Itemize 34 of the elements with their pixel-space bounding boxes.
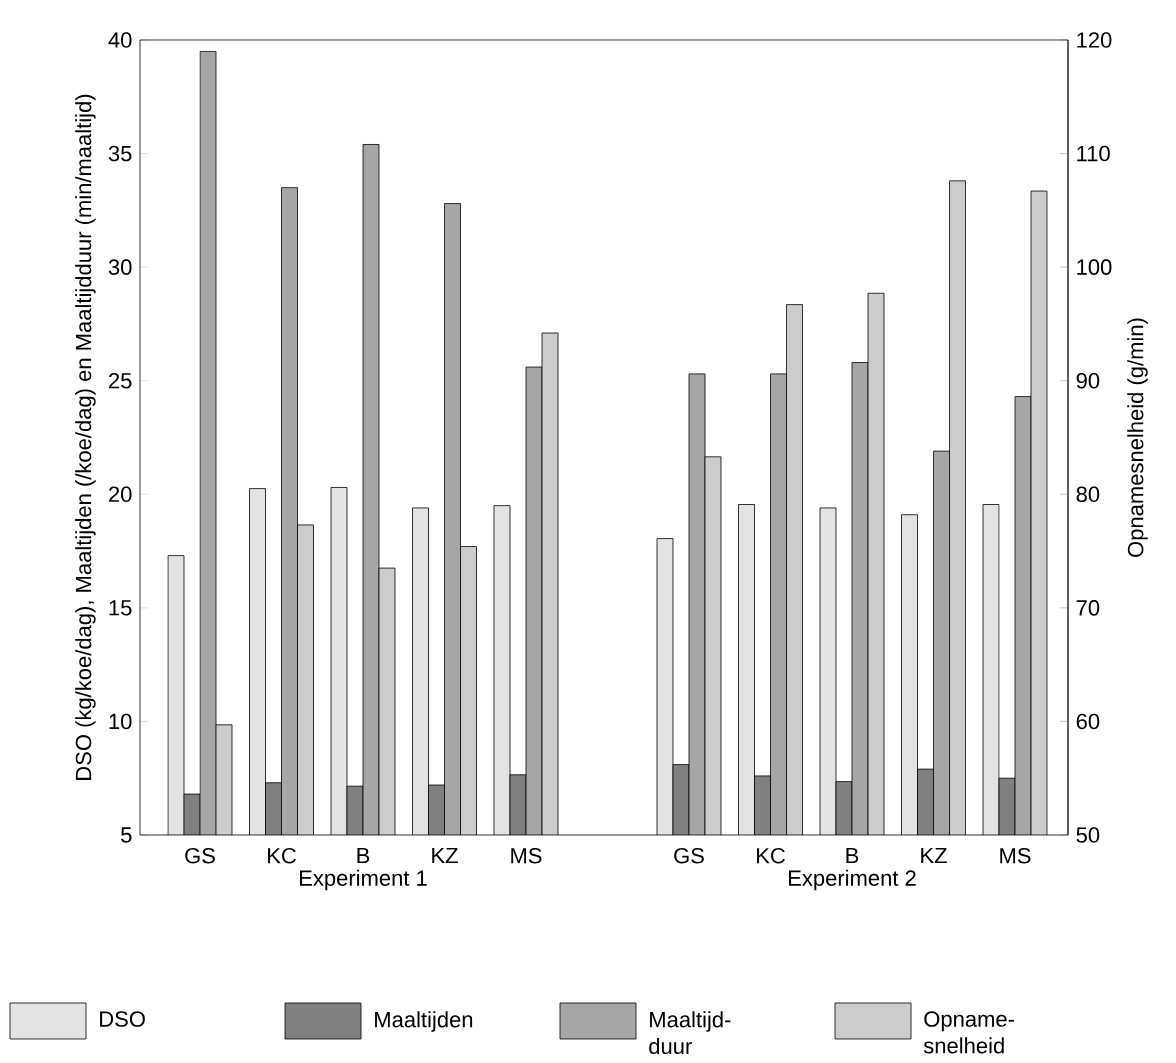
x-tick-label: B bbox=[357, 847, 370, 864]
y-tick-label: 30 bbox=[108, 259, 132, 275]
y-tick-label: 25 bbox=[109, 372, 132, 389]
text: Experiment 1 bbox=[300, 869, 427, 891]
y-tick-label: 40 bbox=[108, 32, 132, 48]
y2-tick-label: 110 bbox=[1077, 145, 1110, 162]
y-tick-label: 20 bbox=[109, 486, 132, 503]
y-tick-label: 15 bbox=[109, 600, 132, 616]
x-tick-label: KZ bbox=[921, 847, 947, 864]
y2-tick-label: 80 bbox=[1076, 486, 1100, 503]
x-tick-label: KC bbox=[757, 847, 785, 864]
x-tick-label: GS bbox=[674, 847, 704, 864]
x-tick-label: MS bbox=[1000, 847, 1031, 864]
y2-tick-label: 100 bbox=[1077, 259, 1112, 275]
y2-tick-label: 60 bbox=[1076, 713, 1100, 730]
legend-label: Maaltijden bbox=[375, 1011, 473, 1032]
y2-tick-label: 50 bbox=[1076, 827, 1100, 843]
x-tick-label: GS bbox=[185, 847, 215, 864]
text: Experiment 2 bbox=[789, 869, 916, 891]
y-axis-title: DSO (kg/koe/dag), Maaltijden (/koe/dag) en Maaltijdduur (min/maaltijd) bbox=[75, 94, 96, 780]
y2-tick-label: 90 bbox=[1076, 372, 1100, 389]
y-tick-label: 5 bbox=[121, 827, 132, 843]
x-tick-label: MS bbox=[511, 847, 542, 864]
x-tick-label: KC bbox=[268, 847, 296, 864]
y-tick-label: 10 bbox=[109, 713, 132, 730]
y2-tick-label: 70 bbox=[1076, 600, 1100, 616]
x-tick-label: KZ bbox=[432, 847, 458, 864]
y2-axis-title: Opnamesnelheid (g/min) bbox=[1127, 318, 1148, 557]
legend-label: DSO bbox=[100, 1011, 145, 1027]
y2-tick-label: 120 bbox=[1077, 32, 1112, 48]
x-tick-label: B bbox=[846, 847, 859, 864]
legend-label: Maaltijd-duur bbox=[649, 1011, 731, 1055]
legend-label: Opname-snelheid bbox=[923, 1011, 1015, 1054]
y-tick-label: 35 bbox=[108, 145, 132, 162]
